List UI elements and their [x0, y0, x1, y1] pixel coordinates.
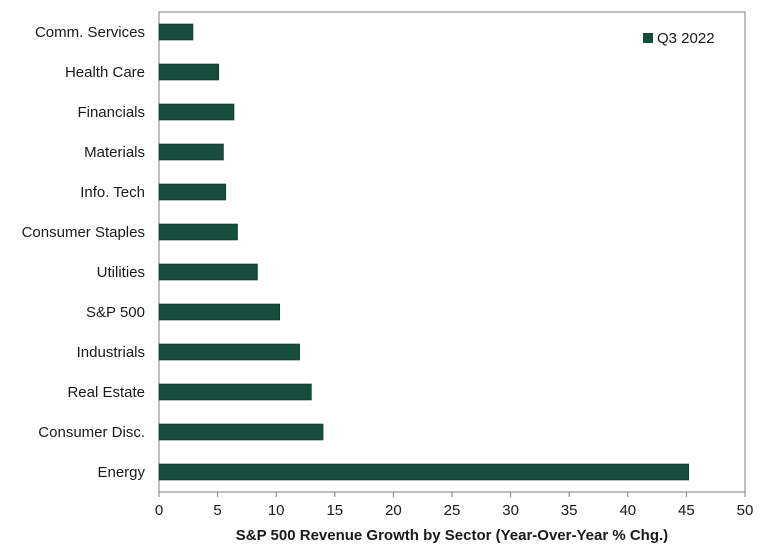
- bar: [158, 63, 220, 81]
- category-labels: Comm. Services Health Care Financials Mater…: [22, 24, 146, 481]
- x-tick-label: 15: [326, 502, 343, 519]
- legend: Q3 2022: [643, 30, 715, 47]
- bar: [158, 463, 690, 481]
- category-label: Real Estate: [67, 384, 145, 401]
- category-label: Consumer Disc.: [38, 424, 145, 441]
- x-tick-label: 50: [737, 502, 754, 519]
- x-tick-label: 30: [502, 502, 519, 519]
- category-label: Comm. Services: [35, 24, 145, 41]
- category-label: Utilities: [97, 264, 145, 281]
- x-axis-title: S&P 500 Revenue Growth by Sector (Year-O…: [236, 527, 668, 544]
- category-label: Energy: [97, 464, 145, 481]
- legend-swatch: [643, 33, 653, 43]
- plot-area-frame: [158, 11, 746, 493]
- bar: [158, 263, 258, 281]
- x-tick-label: 5: [213, 502, 221, 519]
- category-label: S&P 500: [86, 304, 145, 321]
- legend-label: Q3 2022: [657, 30, 715, 47]
- bar: [158, 383, 312, 401]
- x-tick-label: 25: [444, 502, 461, 519]
- x-tick-label: 0: [155, 502, 163, 519]
- bar: [158, 223, 238, 241]
- bar: [158, 343, 300, 361]
- category-label: Materials: [84, 144, 145, 161]
- x-tick-label: 20: [385, 502, 402, 519]
- x-tick-label: 10: [268, 502, 285, 519]
- bar: [158, 183, 227, 201]
- x-tick-label: 35: [561, 502, 578, 519]
- bar: [158, 103, 235, 121]
- bar: [158, 23, 194, 41]
- category-label: Financials: [77, 104, 145, 121]
- bar: [158, 143, 224, 161]
- x-axis-ticks: 0 5 10 15 20 25 30 35 40 45 50: [155, 492, 754, 519]
- bar: [158, 303, 281, 321]
- bar: [158, 423, 324, 441]
- x-tick-label: 45: [678, 502, 695, 519]
- bars-group: [158, 23, 690, 481]
- category-label: Info. Tech: [80, 184, 145, 201]
- category-label: Consumer Staples: [22, 224, 145, 241]
- category-label: Industrials: [77, 344, 145, 361]
- category-label: Health Care: [65, 64, 145, 81]
- x-tick-label: 40: [619, 502, 636, 519]
